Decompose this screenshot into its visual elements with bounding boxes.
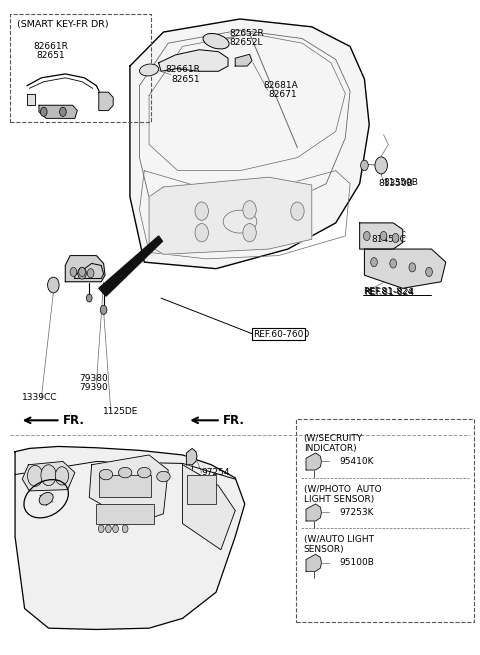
Text: (W/AUTO LIGHT: (W/AUTO LIGHT — [304, 535, 373, 544]
Text: 81350B: 81350B — [379, 179, 414, 188]
Text: REF.60-760: REF.60-760 — [259, 329, 310, 339]
Circle shape — [380, 231, 387, 240]
Circle shape — [113, 525, 119, 533]
Polygon shape — [235, 54, 252, 66]
Ellipse shape — [99, 470, 113, 480]
Circle shape — [243, 223, 256, 242]
Text: 95100B: 95100B — [339, 558, 374, 567]
Text: 79380: 79380 — [80, 374, 108, 383]
Text: 82671: 82671 — [268, 90, 297, 100]
Text: LIGHT SENSOR): LIGHT SENSOR) — [304, 495, 374, 504]
Bar — [187, 475, 216, 504]
Polygon shape — [99, 236, 162, 296]
Circle shape — [60, 107, 66, 117]
Text: 82652L: 82652L — [229, 38, 263, 47]
Ellipse shape — [157, 472, 170, 481]
Bar — [10, 14, 152, 122]
Polygon shape — [182, 465, 235, 550]
Text: 82661R: 82661R — [166, 65, 201, 74]
Text: SENSOR): SENSOR) — [304, 545, 344, 554]
Polygon shape — [39, 105, 77, 119]
Text: 1125DE: 1125DE — [103, 407, 138, 416]
Polygon shape — [99, 92, 113, 111]
Polygon shape — [15, 447, 245, 629]
Polygon shape — [306, 453, 322, 470]
Text: INDICATOR): INDICATOR) — [304, 444, 356, 453]
Circle shape — [409, 263, 416, 272]
Text: (W/SECRUITY: (W/SECRUITY — [304, 434, 363, 443]
Text: 97254: 97254 — [202, 468, 230, 477]
Text: 82651: 82651 — [171, 75, 200, 84]
Circle shape — [363, 231, 370, 240]
Circle shape — [375, 157, 387, 174]
Text: REF.60-760: REF.60-760 — [253, 329, 303, 339]
Bar — [297, 419, 474, 622]
Circle shape — [390, 259, 396, 268]
Circle shape — [48, 277, 59, 293]
Polygon shape — [130, 19, 369, 269]
Text: 82651: 82651 — [36, 51, 65, 60]
Text: 81456C: 81456C — [372, 231, 407, 240]
Text: (SMART KEY-FR DR): (SMART KEY-FR DR) — [17, 20, 109, 29]
Circle shape — [70, 267, 77, 276]
Polygon shape — [65, 255, 105, 282]
Circle shape — [27, 466, 43, 486]
Circle shape — [87, 269, 94, 278]
Ellipse shape — [119, 468, 132, 478]
Circle shape — [243, 200, 256, 219]
Circle shape — [360, 160, 368, 171]
Text: 79390: 79390 — [80, 383, 108, 392]
Circle shape — [86, 294, 92, 302]
Polygon shape — [186, 449, 197, 465]
Circle shape — [371, 257, 377, 267]
Circle shape — [41, 465, 56, 485]
Bar — [99, 475, 152, 497]
Text: 1339CC: 1339CC — [22, 393, 58, 402]
Text: 81456C: 81456C — [372, 234, 407, 244]
Polygon shape — [364, 249, 446, 288]
Text: 82681A: 82681A — [263, 81, 298, 90]
Polygon shape — [22, 462, 75, 491]
Text: 95410K: 95410K — [339, 457, 374, 466]
Ellipse shape — [39, 493, 53, 505]
Circle shape — [79, 267, 85, 276]
Text: (W/PHOTO  AUTO: (W/PHOTO AUTO — [304, 485, 381, 494]
Text: 81350B: 81350B — [384, 178, 419, 187]
Bar — [96, 504, 154, 523]
Circle shape — [392, 233, 399, 242]
Circle shape — [100, 305, 107, 314]
Text: FR.: FR. — [223, 414, 245, 427]
Circle shape — [195, 223, 208, 242]
Polygon shape — [158, 50, 228, 71]
Text: 82652R: 82652R — [229, 29, 264, 38]
Polygon shape — [89, 455, 168, 523]
Polygon shape — [306, 554, 322, 571]
Circle shape — [122, 525, 128, 533]
Text: REF.81-824: REF.81-824 — [363, 287, 414, 296]
Circle shape — [195, 202, 208, 220]
Ellipse shape — [138, 468, 151, 478]
Circle shape — [40, 107, 47, 117]
Circle shape — [426, 267, 432, 276]
Circle shape — [291, 202, 304, 220]
Text: REF.81-824: REF.81-824 — [364, 288, 415, 297]
Text: 97253K: 97253K — [339, 508, 374, 517]
Circle shape — [78, 267, 86, 279]
Ellipse shape — [140, 64, 158, 76]
Text: FR.: FR. — [63, 414, 85, 427]
Circle shape — [106, 525, 111, 533]
Polygon shape — [149, 177, 312, 254]
Circle shape — [98, 525, 104, 533]
Polygon shape — [75, 263, 104, 278]
Polygon shape — [306, 504, 322, 521]
Ellipse shape — [203, 33, 229, 49]
Polygon shape — [27, 94, 35, 105]
Text: 82661R: 82661R — [34, 42, 68, 51]
Polygon shape — [360, 223, 403, 249]
Circle shape — [55, 467, 69, 485]
